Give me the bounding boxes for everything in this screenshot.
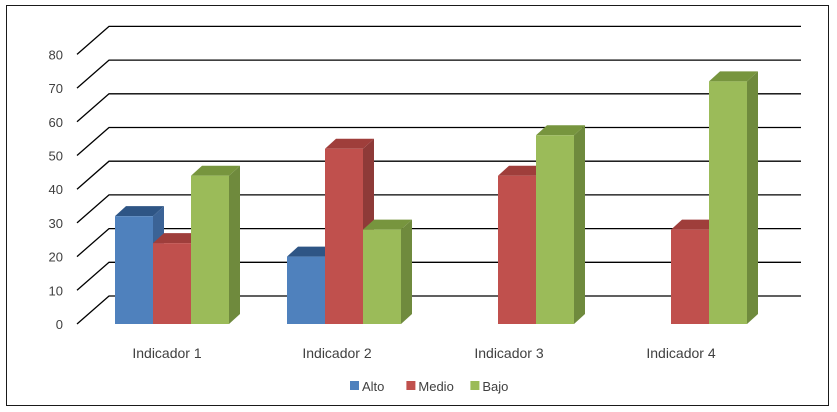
bar-top: [325, 138, 374, 149]
bar-top: [153, 233, 202, 244]
y-tick-label: 20: [49, 250, 63, 265]
bar-top: [115, 206, 164, 217]
bar-side: [229, 165, 240, 324]
y-tick-label: 50: [49, 149, 63, 164]
x-tick-label: Indicador 3: [474, 345, 543, 361]
gridline: [76, 160, 801, 190]
x-tick-label: Indicador 1: [132, 345, 201, 361]
legend-item-alto: Alto: [350, 379, 384, 394]
bar-top: [363, 219, 412, 230]
y-tick-label: 60: [49, 115, 63, 130]
bar-side: [747, 71, 758, 324]
bar-front: [536, 135, 574, 324]
bar-chart: 0 10 20 30 40 50 60 70 80 Indicador 1 Indicador 2…: [49, 25, 801, 394]
x-tick-label: Indicador 2: [302, 345, 371, 361]
bar-bajo-2: [363, 219, 412, 324]
bar-front: [363, 229, 401, 324]
x-tick-label: Indicador 4: [646, 345, 715, 361]
bar-top: [709, 71, 758, 82]
bar-top: [287, 246, 336, 257]
bar-front: [115, 216, 153, 324]
gridline: [76, 59, 801, 89]
gridline: [76, 25, 801, 55]
legend-label: Alto: [362, 379, 384, 394]
bar-front: [191, 175, 229, 324]
bar-bajo-1: [191, 165, 240, 324]
gridline: [76, 126, 801, 156]
legend-swatch: [350, 381, 359, 390]
bar-front: [325, 148, 363, 324]
bar-top: [671, 219, 720, 230]
bars: [115, 71, 758, 324]
bar-top: [191, 165, 240, 176]
legend: Alto Medio Bajo: [350, 379, 508, 394]
y-axis-tick-labels: 0 10 20 30 40 50 60 70 80: [49, 47, 63, 332]
x-axis-tick-labels: Indicador 1 Indicador 2 Indicador 3 Indicad…: [132, 345, 715, 361]
bar-top: [536, 125, 585, 136]
gridline: [76, 93, 801, 123]
bar-front: [498, 175, 536, 324]
bar-front: [671, 229, 709, 324]
y-tick-label: 30: [49, 216, 63, 231]
y-tick-label: 70: [49, 81, 63, 96]
bar-front: [153, 243, 191, 324]
bar-bajo-3: [536, 125, 585, 324]
legend-item-bajo: Bajo: [470, 379, 508, 394]
gridlines: [76, 25, 801, 325]
bar-side: [574, 125, 585, 324]
y-tick-label: 0: [56, 317, 63, 332]
gridline: [76, 194, 801, 224]
legend-swatch: [406, 381, 416, 390]
legend-swatch: [470, 381, 480, 390]
bar-front: [287, 256, 325, 324]
bar-front: [709, 81, 747, 324]
legend-label: Bajo: [482, 379, 508, 394]
bar-bajo-4: [709, 71, 758, 324]
y-tick-label: 40: [49, 182, 63, 197]
legend-label: Medio: [418, 379, 453, 394]
legend-item-medio: Medio: [406, 379, 454, 394]
y-tick-label: 80: [49, 47, 63, 62]
bar-top: [498, 165, 547, 176]
bar-side: [401, 219, 412, 324]
y-tick-label: 10: [49, 283, 63, 298]
chart-frame: 0 10 20 30 40 50 60 70 80 Indicador 1 Indicador 2…: [6, 5, 829, 406]
